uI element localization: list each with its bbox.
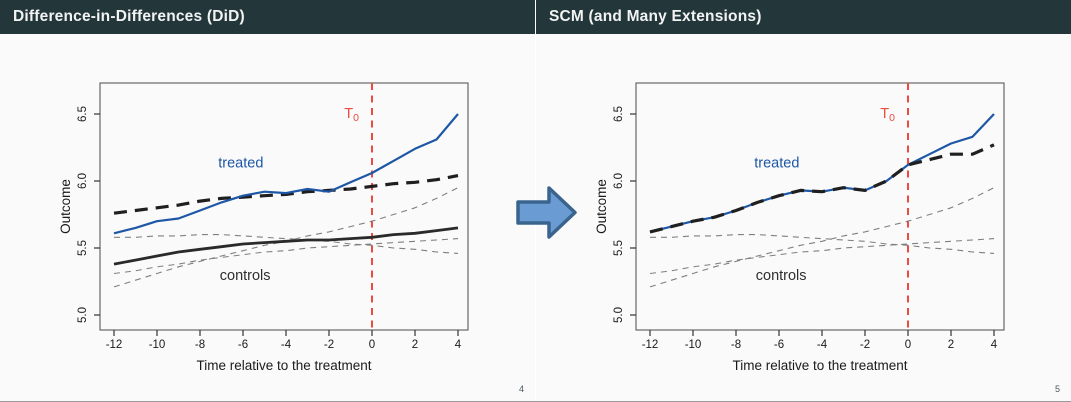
treated-label: treated bbox=[754, 156, 799, 172]
x-tick-label: -8 bbox=[195, 339, 205, 351]
x-tick-label: -12 bbox=[642, 339, 659, 351]
x-tick-label: 2 bbox=[412, 339, 418, 351]
did-counterfactual-line bbox=[113, 174, 459, 215]
scm-chart: 5.0 5.5 6.0 6.5 -12 -10 -8 -6 -4 -2 0 2 4 Outcome Time… bbox=[594, 82, 1005, 373]
controls-label: controls bbox=[756, 268, 807, 284]
control-1-line bbox=[649, 187, 995, 288]
slide-title: Difference-in-Differences (DiD) bbox=[13, 8, 245, 25]
y-tick-label: 5.0 bbox=[613, 307, 625, 323]
y-tick-label: 6.5 bbox=[613, 106, 625, 122]
treated-label: treated bbox=[218, 156, 263, 172]
y-tick-label: 5.5 bbox=[77, 240, 89, 256]
control-2-line bbox=[114, 234, 459, 254]
slide-title: SCM (and Many Extensions) bbox=[549, 8, 762, 25]
did-chart-area: 5.0 5.5 6.0 6.5 -12 -10 -8 -6 -4 -2 0 2 4 Outcome Time… bbox=[0, 40, 535, 375]
controls-label: controls bbox=[220, 268, 271, 284]
x-tick-label: -4 bbox=[817, 339, 828, 351]
y-tick-label: 5.5 bbox=[613, 240, 625, 256]
x-tick-label: 2 bbox=[948, 339, 954, 351]
x-tick-label: -2 bbox=[324, 339, 334, 351]
x-tick-label: 0 bbox=[905, 339, 911, 351]
x-tick-label: 0 bbox=[369, 339, 375, 351]
y-tick-label: 6.0 bbox=[613, 173, 625, 189]
control-1-line bbox=[113, 187, 459, 288]
scm-chart-area: 5.0 5.5 6.0 6.5 -12 -10 -8 -6 -4 -2 0 2 4 Outcome Time… bbox=[536, 40, 1071, 375]
x-tick-label: -2 bbox=[860, 339, 870, 351]
control-3-line bbox=[113, 238, 459, 275]
x-tick-label: -10 bbox=[685, 339, 702, 351]
x-axis-title: Time relative to the treatment bbox=[732, 358, 907, 373]
y-tick-label: 6.0 bbox=[77, 173, 89, 189]
right-arrow-icon bbox=[516, 183, 578, 243]
x-tick-label: -4 bbox=[281, 339, 292, 351]
controls-average-line bbox=[113, 226, 459, 266]
slide-scm: SCM (and Many Extensions) 5.0 5.5 6.0 6.5 -1… bbox=[536, 0, 1071, 401]
control-3-line bbox=[649, 238, 995, 275]
x-tick-label: -6 bbox=[774, 339, 784, 351]
y-tick-label: 6.5 bbox=[77, 106, 89, 122]
treated-line bbox=[649, 113, 995, 233]
treated-line bbox=[113, 113, 459, 235]
control-2-line bbox=[650, 234, 995, 254]
slide-title-bar: Difference-in-Differences (DiD) bbox=[0, 0, 535, 34]
y-axis-title: Outcome bbox=[594, 179, 609, 234]
synthetic-control-line bbox=[649, 143, 995, 234]
plot-box bbox=[635, 82, 1005, 331]
x-tick-label: -12 bbox=[106, 339, 123, 351]
x-tick-label: -10 bbox=[149, 339, 166, 351]
y-axis-title: Outcome bbox=[58, 179, 73, 234]
x-tick-label: 4 bbox=[455, 339, 462, 351]
plot-box bbox=[99, 82, 469, 331]
slide-title-bar: SCM (and Many Extensions) bbox=[536, 0, 1071, 34]
treatment-time-label: T0 bbox=[880, 106, 895, 124]
page-number: 4 bbox=[518, 384, 524, 394]
did-chart: 5.0 5.5 6.0 6.5 -12 -10 -8 -6 -4 -2 0 2 4 Outcome Time… bbox=[58, 82, 469, 373]
y-tick-label: 5.0 bbox=[77, 307, 89, 323]
treatment-time-label: T0 bbox=[344, 106, 359, 124]
slide-did: Difference-in-Differences (DiD) 5.0 5.5 6.… bbox=[0, 0, 535, 401]
x-tick-label: -6 bbox=[238, 339, 248, 351]
x-tick-label: -8 bbox=[731, 339, 741, 351]
page-number: 5 bbox=[1054, 384, 1060, 394]
x-axis-title: Time relative to the treatment bbox=[196, 358, 371, 373]
x-tick-label: 4 bbox=[991, 339, 998, 351]
